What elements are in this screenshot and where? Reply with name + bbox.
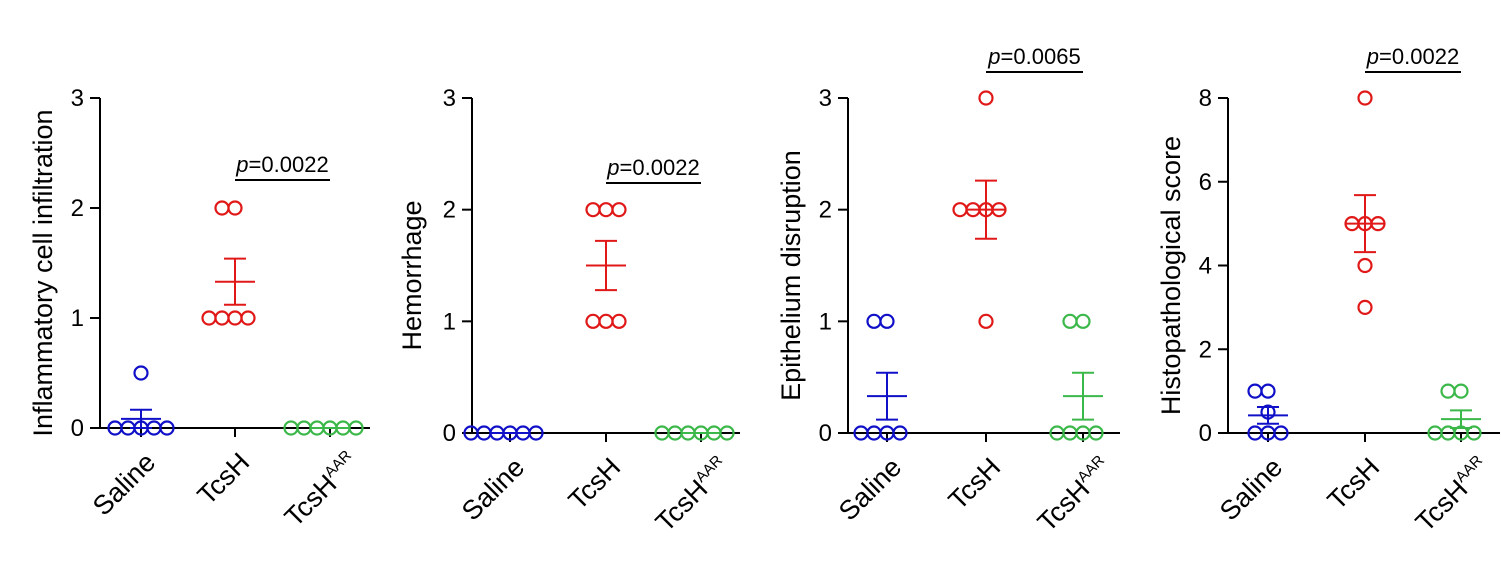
data-point bbox=[1247, 425, 1263, 441]
y-tick-label: 2 bbox=[819, 197, 832, 224]
category-label: TcsHAAR bbox=[1032, 452, 1118, 538]
p-value-label: p=0.0022 bbox=[606, 155, 699, 180]
y-tick-label: 1 bbox=[443, 308, 456, 335]
data-point bbox=[463, 425, 479, 441]
data-point bbox=[1049, 425, 1065, 441]
y-tick-label: 0 bbox=[71, 415, 84, 442]
data-point bbox=[1357, 299, 1373, 315]
data-point bbox=[1062, 313, 1078, 329]
y-tick-label: 2 bbox=[71, 195, 84, 222]
y-axis-title: Histopathological score bbox=[1156, 136, 1186, 415]
chart-panel-3: 0 1 2 3 Epithelium disruption Saline TcsH TcsHA… bbox=[776, 44, 1120, 537]
data-point bbox=[1260, 383, 1276, 399]
data-point bbox=[1427, 425, 1443, 441]
data-point bbox=[892, 425, 908, 441]
y-tick-label: 4 bbox=[1199, 253, 1212, 280]
data-point bbox=[1273, 425, 1289, 441]
data-point bbox=[978, 90, 994, 106]
category-label: Saline bbox=[1214, 452, 1288, 526]
category-label: Saline bbox=[833, 452, 907, 526]
data-point bbox=[227, 200, 243, 216]
category-label: TcsH bbox=[192, 447, 256, 511]
data-point bbox=[654, 425, 670, 441]
y-tick-label: 0 bbox=[1199, 420, 1212, 447]
y-tick-label: 0 bbox=[443, 420, 456, 447]
data-point bbox=[283, 420, 299, 436]
p-value-label: p=0.0065 bbox=[987, 44, 1080, 69]
data-point bbox=[611, 202, 627, 218]
data-point bbox=[1247, 383, 1263, 399]
data-point bbox=[1357, 257, 1373, 274]
data-point bbox=[107, 420, 123, 436]
chart-panel-2: 0 1 2 3 Hemorrhage Saline TcsH TcsHAAR p=0.0022 bbox=[397, 85, 740, 537]
data-point bbox=[1088, 425, 1104, 441]
data-point bbox=[227, 310, 243, 326]
y-tick-label: 1 bbox=[819, 308, 832, 335]
y-tick-label: 2 bbox=[1199, 336, 1212, 363]
category-label: TcsHAAR bbox=[1410, 452, 1496, 538]
y-tick-label: 3 bbox=[71, 85, 84, 112]
data-point bbox=[879, 313, 895, 329]
category-label: TcsHAAR bbox=[279, 447, 365, 533]
data-point bbox=[1075, 313, 1091, 329]
y-tick-label: 8 bbox=[1199, 85, 1212, 112]
data-point bbox=[133, 365, 149, 381]
category-label: Saline bbox=[87, 447, 161, 521]
data-point bbox=[952, 202, 968, 218]
y-tick-label: 0 bbox=[819, 420, 832, 447]
p-value-label: p=0.0022 bbox=[235, 152, 328, 177]
data-point bbox=[598, 202, 614, 218]
data-point bbox=[978, 313, 994, 329]
y-tick-label: 3 bbox=[443, 85, 456, 112]
category-label: TcsH bbox=[1322, 452, 1386, 516]
y-tick-label: 1 bbox=[71, 305, 84, 332]
y-tick-label: 6 bbox=[1199, 169, 1212, 196]
chart-panel-1: 0 1 2 3 Inflammatory cell infiltration Saline… bbox=[28, 85, 370, 532]
data-point bbox=[585, 313, 601, 329]
data-point bbox=[214, 310, 230, 326]
data-point bbox=[240, 310, 256, 326]
y-axis-title: Hemorrhage bbox=[397, 200, 427, 350]
y-axis-title: Epithelium disruption bbox=[776, 150, 806, 401]
data-point bbox=[598, 313, 614, 329]
y-tick-label: 2 bbox=[443, 197, 456, 224]
category-label: Saline bbox=[456, 452, 530, 526]
data-point bbox=[1440, 383, 1456, 399]
chart-panel-4: 0 2 4 6 8 Histopathological score Saline TcsH Tc… bbox=[1156, 44, 1500, 537]
data-point bbox=[201, 310, 217, 326]
data-point bbox=[214, 200, 230, 216]
y-axis-title: Inflammatory cell infiltration bbox=[28, 109, 58, 436]
category-label: TcsH bbox=[943, 452, 1007, 516]
data-point bbox=[1466, 425, 1482, 441]
data-point bbox=[1357, 90, 1373, 106]
category-label: TcsHAAR bbox=[650, 452, 736, 538]
data-point bbox=[585, 202, 601, 218]
y-tick-label: 3 bbox=[819, 85, 832, 112]
data-point bbox=[853, 425, 869, 441]
data-point bbox=[1453, 383, 1469, 399]
data-point bbox=[611, 313, 627, 329]
data-point bbox=[866, 313, 882, 329]
category-label: TcsH bbox=[563, 452, 627, 516]
p-value-label: p=0.0022 bbox=[1366, 44, 1459, 69]
data-point bbox=[159, 420, 175, 436]
